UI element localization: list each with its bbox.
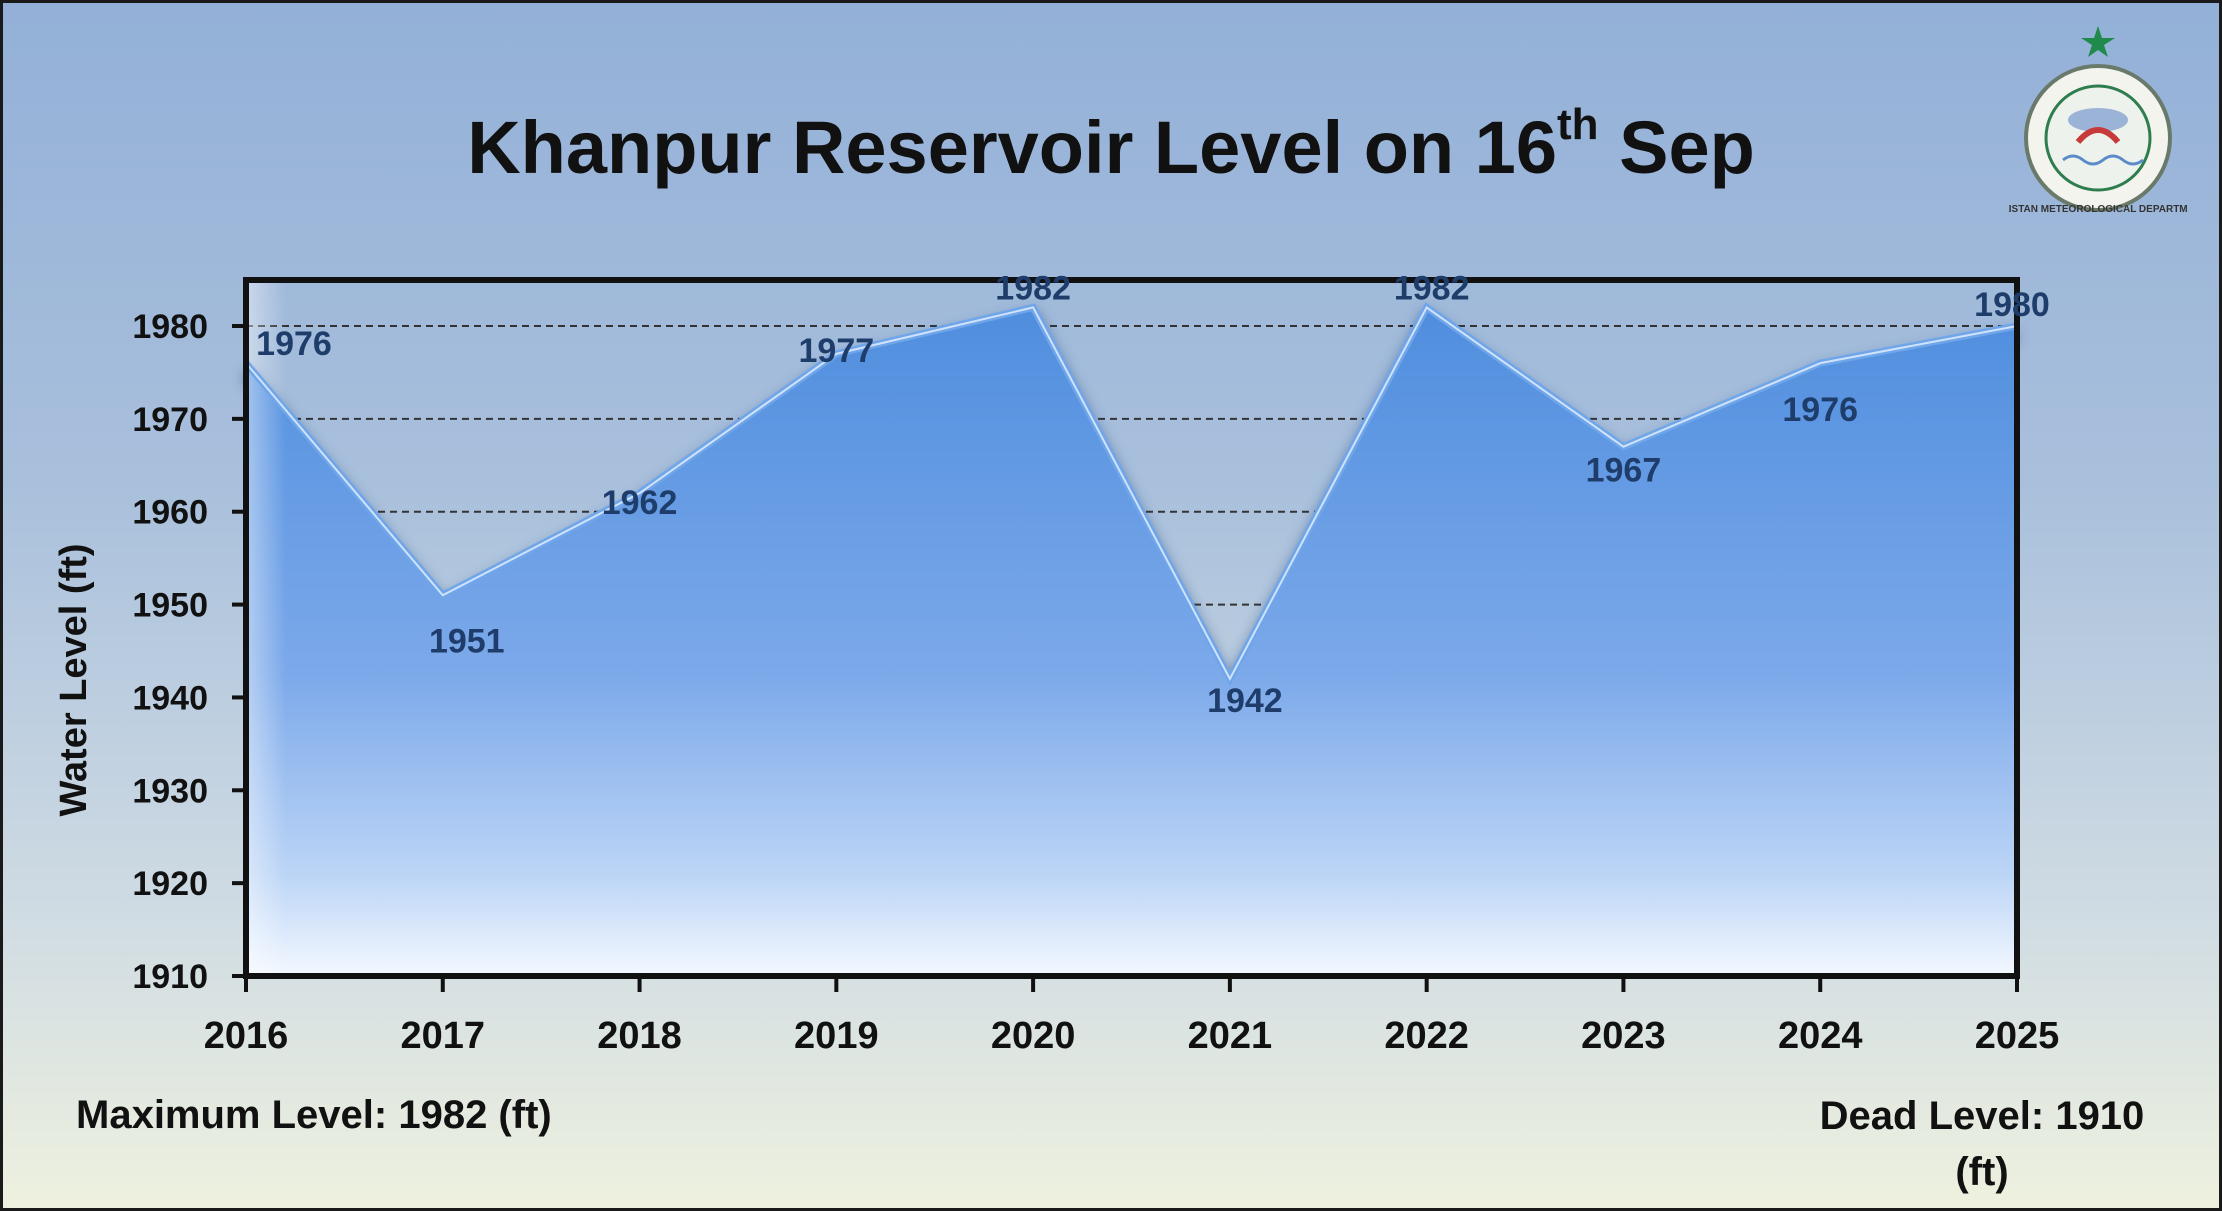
y-tick-label: 1910 [132, 958, 208, 996]
data-label: 1942 [1207, 682, 1283, 720]
area-side-highlight [246, 280, 286, 976]
x-tick-label: 2020 [991, 1015, 1076, 1057]
data-labels: 1976 1951 1962 1977 1982 1942 1982 1967 1976 1980 [256, 269, 2050, 719]
data-label: 1982 [1394, 269, 1470, 307]
data-label: 1976 [1782, 391, 1858, 429]
x-tick-label: 2025 [1975, 1015, 2060, 1057]
star-icon [2081, 26, 2115, 57]
data-label: 1980 [1974, 286, 2050, 324]
y-tick-label: 1970 [132, 401, 208, 439]
title-end: Sep [1619, 106, 1755, 189]
area-series [240, 280, 2019, 976]
x-tick-label: 2022 [1384, 1015, 1469, 1057]
area-fill [246, 307, 2017, 976]
x-tick-label: 2019 [794, 1015, 879, 1057]
dead-level-line1: Dead Level: 1910 [1819, 1094, 2145, 1138]
data-label: 1977 [799, 332, 875, 370]
maximum-level-note: Maximum Level: 1982 (ft) [76, 1093, 552, 1137]
data-label: 1962 [602, 484, 678, 522]
data-label: 1976 [256, 325, 332, 363]
series-line-highlight [245, 305, 2018, 681]
data-label: 1967 [1586, 452, 1662, 490]
y-tick-label: 1980 [132, 308, 208, 346]
x-tick-label: 2023 [1581, 1015, 1666, 1057]
y-axis-title: Water Level (ft) [53, 543, 95, 816]
dead-level-line2: (ft) [1955, 1150, 2009, 1194]
y-tick-label: 1960 [132, 494, 208, 532]
waves-icon [2062, 154, 2144, 166]
pakistan-meteorological-department-seal-icon: PAKISTAN METEOROLOGICAL DEPARTMENT [2008, 26, 2188, 215]
cloud-icon [2068, 108, 2128, 132]
emblem-arc [2075, 127, 2121, 145]
x-tick-label: 2017 [401, 1015, 486, 1057]
x-tick-label: 2016 [204, 1015, 289, 1057]
x-tick-label: 2018 [597, 1015, 682, 1057]
y-tick-label: 1940 [132, 679, 208, 717]
y-tick-label: 1920 [132, 865, 208, 903]
plot-border [243, 277, 2020, 979]
data-label: 1982 [995, 269, 1071, 307]
title-main: Khanpur Reservoir Level on 16 [467, 106, 1557, 189]
chart-title: Khanpur Reservoir Level on 16th Sep [0, 103, 2222, 190]
title-superscript: th [1557, 100, 1599, 149]
data-label: 1951 [429, 622, 505, 660]
y-tick-label: 1930 [132, 772, 208, 810]
dead-level-note: Dead Level: 1910 (ft) [1812, 1088, 2152, 1200]
axis-ticks [232, 324, 2019, 992]
y-axis-tick-labels: 1910 1920 1930 1940 1950 1960 1970 1980 [132, 308, 208, 996]
y-tick-label: 1950 [132, 587, 208, 625]
seal-inner-ring [2044, 84, 2152, 192]
x-tick-label: 2021 [1188, 1015, 1273, 1057]
seal-text: PAKISTAN METEOROLOGICAL DEPARTMENT [2008, 204, 2188, 215]
x-tick-label: 2024 [1778, 1015, 1863, 1057]
x-axis-tick-labels: 2016 2017 2018 2019 2020 2021 2022 2023 2024 2025 [204, 1015, 2060, 1057]
